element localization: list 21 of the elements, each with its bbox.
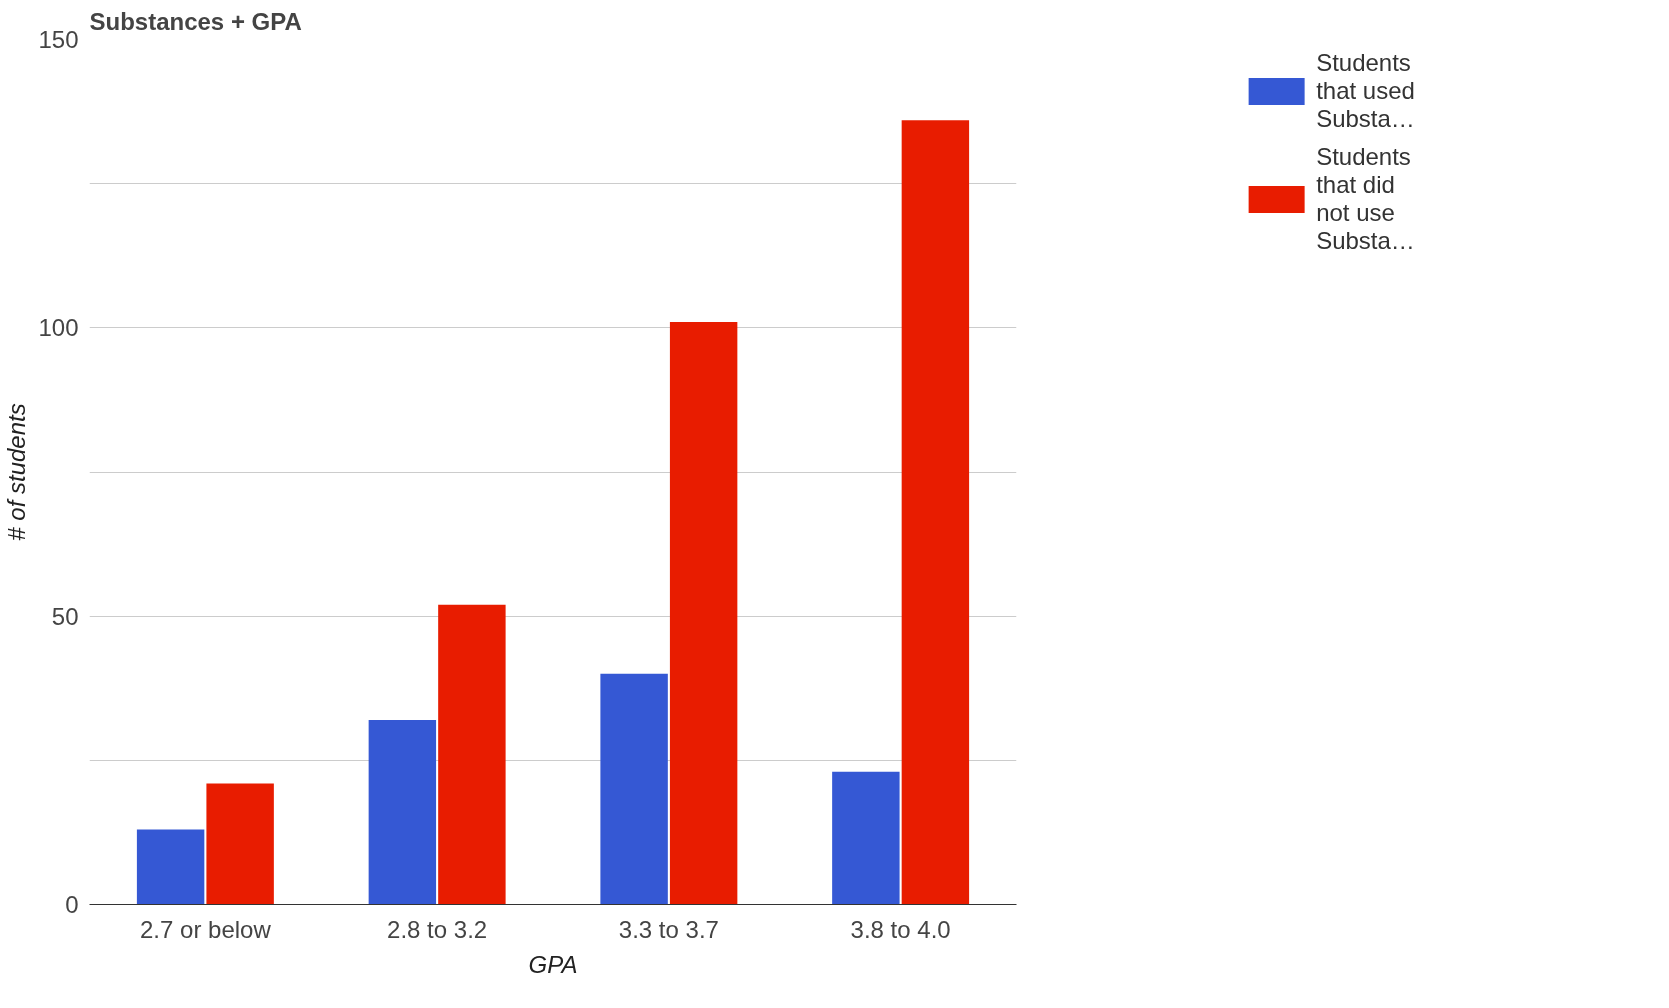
bar: [368, 719, 437, 905]
y-axis-title: # of students: [3, 403, 31, 541]
bar: [600, 673, 668, 905]
y-tick-label: 0: [65, 891, 79, 918]
bar: [669, 322, 738, 905]
bar: [901, 120, 970, 905]
x-tick-label: 2.7 or below: [140, 915, 272, 943]
x-tick-label: 3.8 to 4.0: [850, 915, 951, 943]
legend-label: Students that did not use Substa…: [1316, 143, 1415, 255]
y-tick-label: 150: [38, 26, 79, 53]
bar: [136, 829, 205, 905]
chart-title: Substances + GPA: [89, 7, 302, 35]
bar: [832, 771, 900, 905]
bar: [438, 604, 506, 905]
y-tick-label: 50: [51, 602, 79, 630]
x-tick-label: 2.8 to 3.2: [387, 915, 488, 943]
bar: [206, 783, 274, 905]
y-tick-label: 100: [38, 314, 79, 342]
legend-label: Students that used Substa…: [1316, 49, 1415, 133]
x-tick-label: 3.3 to 3.7: [618, 915, 719, 943]
x-axis-title: GPA: [528, 950, 578, 978]
